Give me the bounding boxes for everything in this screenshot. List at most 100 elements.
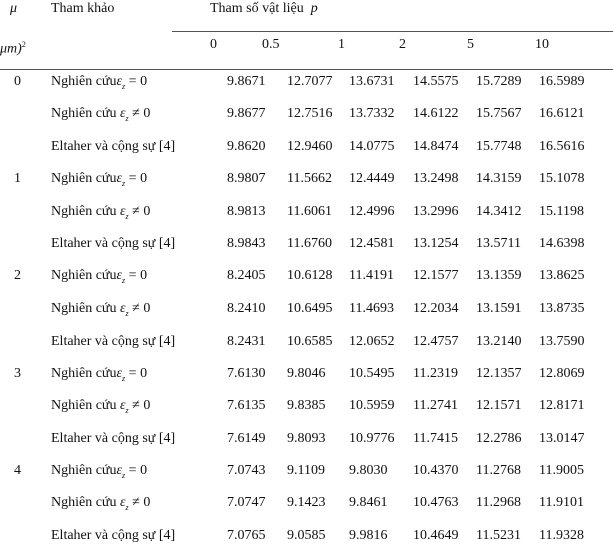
table-cell-value: 16.6121 xyxy=(539,106,585,121)
table-cell-value: 12.8171 xyxy=(539,398,585,413)
reference-label: Eltaher và cộng sự [4] xyxy=(51,236,176,251)
table-cell-value: 11.9005 xyxy=(539,463,584,478)
table-cell-value: 7.0743 xyxy=(227,463,266,478)
table-cell-value: 8.9843 xyxy=(227,236,266,251)
table-cell-value: 10.4763 xyxy=(413,495,459,510)
condition-operator: ≠ 0 xyxy=(132,495,151,510)
table-cell-value: 13.1591 xyxy=(476,301,522,316)
epsilon-z-symbol: ε xyxy=(120,204,126,219)
epsilon-z-symbol: ε xyxy=(116,366,123,381)
table-cell-value: 13.2996 xyxy=(413,204,459,219)
table-cell-value: 7.6149 xyxy=(227,431,266,446)
table-cell-value: 12.9460 xyxy=(287,139,333,154)
table-cell-value: 10.9776 xyxy=(349,431,395,446)
study-label: Nghiên cứu xyxy=(51,74,117,89)
table-cell-value: 10.4649 xyxy=(413,528,459,543)
epsilon-z-symbol: ε xyxy=(116,463,123,478)
table-cell-value: 12.1571 xyxy=(476,398,522,413)
study-label: Nghiên cứu xyxy=(51,171,117,186)
table-cell-value: 15.7289 xyxy=(476,74,522,89)
table-cell-value: 12.2786 xyxy=(476,431,522,446)
table-cell-value: 10.5959 xyxy=(349,398,395,413)
table-cell-value: 9.8677 xyxy=(227,106,266,121)
table-cell-value: 14.3159 xyxy=(476,171,522,186)
table-cell-value: 12.1357 xyxy=(476,366,522,381)
condition-operator: = 0 xyxy=(128,171,148,186)
table-cell-value: 7.6135 xyxy=(227,398,266,413)
material-param-label: Tham số vật liệu xyxy=(210,1,304,16)
mu-header-symbol: μ xyxy=(10,1,18,16)
reference-label: Eltaher và cộng sự [4] xyxy=(51,334,176,349)
condition-operator: ≠ 0 xyxy=(132,301,151,316)
mu-group-value: 3 xyxy=(14,366,21,381)
table-cell-value: 9.8671 xyxy=(227,74,266,89)
table-cell-value: 12.0652 xyxy=(349,334,395,349)
condition-operator: = 0 xyxy=(128,463,148,478)
reference-header: Tham khảo xyxy=(51,1,115,16)
reference-label: Eltaher và cộng sự [4] xyxy=(51,528,176,543)
material-param-symbol: p xyxy=(310,1,318,16)
table-cell-value: 12.4449 xyxy=(349,171,395,186)
table-cell-value: 7.0747 xyxy=(227,495,266,510)
table-cell-value: 9.8620 xyxy=(227,139,266,154)
table-cell-value: 9.1109 xyxy=(287,463,325,478)
p-value-header: 10 xyxy=(535,37,549,52)
reference-label: Eltaher và cộng sự [4] xyxy=(51,139,176,154)
table-cell-value: 13.0147 xyxy=(539,431,585,446)
condition-operator: ≠ 0 xyxy=(132,106,151,121)
table-cell-value: 16.5616 xyxy=(539,139,585,154)
condition-operator: = 0 xyxy=(128,268,148,283)
table-cell-value: 11.2741 xyxy=(413,398,458,413)
table-cell-value: 13.6731 xyxy=(349,74,395,89)
table-cell-value: 11.9101 xyxy=(539,495,584,510)
p-value-header: 1 xyxy=(338,37,345,52)
table-cell-value: 11.9328 xyxy=(539,528,584,543)
p-value-header: 2 xyxy=(399,37,406,52)
reference-label: Nghiên cứuεz = 0 xyxy=(51,171,148,188)
table-cell-value: 8.9813 xyxy=(227,204,266,219)
study-label: Nghiên cứu xyxy=(51,398,117,413)
p-value-header: 0.5 xyxy=(262,37,280,52)
table-cell-value: 12.1577 xyxy=(413,268,459,283)
p-value-header: 5 xyxy=(467,37,474,52)
table-cell-value: 15.1198 xyxy=(539,204,584,219)
mu-unit-superscript: 2 xyxy=(21,40,26,49)
reference-label: Nghiên cứuεz = 0 xyxy=(51,268,148,285)
reference-label: Nghiên cứuεz = 0 xyxy=(51,74,148,91)
mu-unit-text: μm) xyxy=(0,41,22,57)
study-label: Nghiên cứu xyxy=(51,366,117,381)
material-param-header: Tham số vật liệu p xyxy=(210,1,318,17)
table-cell-value: 8.9807 xyxy=(227,171,266,186)
table-cell-value: 16.5989 xyxy=(539,74,585,89)
table-cell-value: 7.6130 xyxy=(227,366,266,381)
table-cell-value: 15.1078 xyxy=(539,171,585,186)
epsilon-z-symbol: ε xyxy=(116,74,123,89)
table-cell-value: 13.2498 xyxy=(413,171,459,186)
table-cell-value: 9.8385 xyxy=(287,398,326,413)
table-cell-value: 10.6128 xyxy=(287,268,333,283)
table-cell-value: 12.4581 xyxy=(349,236,395,251)
table-cell-value: 9.9816 xyxy=(349,528,388,543)
table-cell-value: 11.2968 xyxy=(476,495,521,510)
table-cell-value: 11.5231 xyxy=(476,528,521,543)
study-label: Nghiên cứu xyxy=(51,106,117,121)
table-cell-value: 9.8030 xyxy=(349,463,388,478)
table-cell-value: 9.1423 xyxy=(287,495,326,510)
reference-label: Nghiên cứuεz = 0 xyxy=(51,463,148,480)
table-cell-value: 11.2768 xyxy=(476,463,521,478)
table-cell-value: 13.2140 xyxy=(476,334,522,349)
table-cell-value: 13.7590 xyxy=(539,334,585,349)
reference-label: Eltaher và cộng sự [4] xyxy=(51,431,176,446)
study-label: Nghiên cứu xyxy=(51,495,117,510)
table-cell-value: 11.6061 xyxy=(287,204,332,219)
table-cell-value: 8.2431 xyxy=(227,334,266,349)
condition-operator: = 0 xyxy=(128,366,148,381)
table-cell-value: 10.5495 xyxy=(349,366,395,381)
table-cell-value: 12.7077 xyxy=(287,74,333,89)
table-cell-value: 12.7516 xyxy=(287,106,333,121)
table-cell-value: 9.8046 xyxy=(287,366,326,381)
condition-operator: = 0 xyxy=(128,74,148,89)
reference-label: Nghiên cứu εz ≠ 0 xyxy=(51,301,151,318)
study-label: Nghiên cứu xyxy=(51,463,117,478)
table-cell-value: 15.7567 xyxy=(476,106,522,121)
